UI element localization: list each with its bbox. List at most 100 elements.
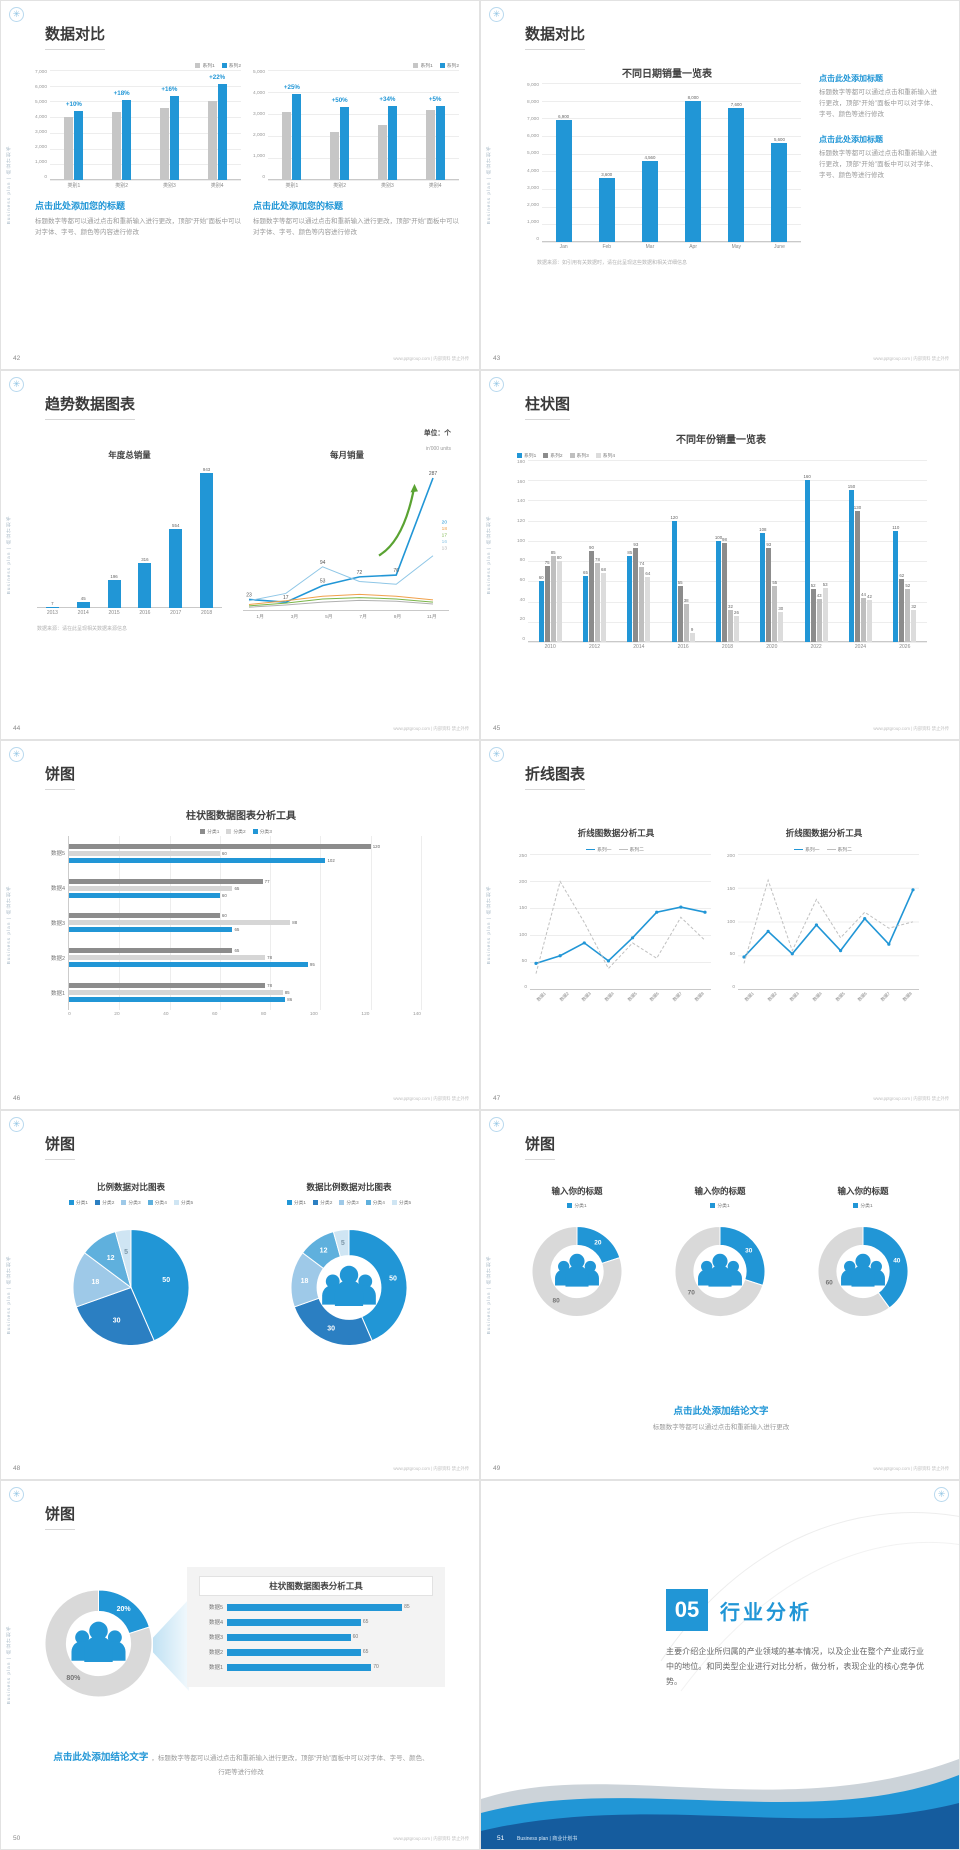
legend-item: 分类5 bbox=[391, 1199, 411, 1206]
slice-label: 50 bbox=[389, 1275, 397, 1282]
slide-45[interactable]: ✳ Business plan | 商业计划书 柱状图 不同年份销量一览表 系列… bbox=[481, 371, 959, 739]
legend-label: 系列1 bbox=[524, 454, 537, 459]
slide-51[interactable]: ✳ 05 行业分析 主要介绍企业所归属的产业领域的基本情况，以及企业在整个产业或… bbox=[481, 1481, 959, 1849]
bars: 100 98 32 26 bbox=[715, 460, 739, 642]
bar-slot: 75 bbox=[544, 460, 550, 642]
bar bbox=[69, 948, 233, 954]
pie-slice bbox=[44, 1589, 153, 1698]
bar-slot: 160 bbox=[803, 460, 811, 642]
bar-group: 196 bbox=[99, 465, 130, 608]
y-tick-label: 150 bbox=[727, 886, 736, 892]
bar bbox=[69, 920, 291, 926]
gridline bbox=[542, 118, 801, 120]
y-tick-label: 6,000 bbox=[527, 134, 540, 140]
slice-label: 18 bbox=[92, 1279, 100, 1286]
bar-track: 65 bbox=[227, 1648, 433, 1656]
panel-bar-row: 数据2 65 bbox=[199, 1648, 433, 1656]
slide-title: 柱状图 bbox=[525, 393, 571, 420]
legend-swatch bbox=[413, 63, 419, 68]
donut-chart: 分类1 40 60 bbox=[797, 1201, 929, 1333]
bars bbox=[112, 70, 132, 180]
bar bbox=[641, 161, 658, 242]
brand-logo-icon: ✳ bbox=[9, 747, 24, 762]
gridline bbox=[542, 189, 801, 190]
x-tick-label: 2015 bbox=[108, 610, 120, 616]
page-number: 43 bbox=[493, 355, 501, 362]
legend-swatch bbox=[173, 1200, 179, 1205]
x-tick-label: Mar bbox=[645, 244, 655, 250]
row-label: 数据2 bbox=[208, 1650, 223, 1656]
y-tick-label: 80 bbox=[519, 558, 526, 564]
slide-47[interactable]: ✳ Business plan | 商业计划书 折线图表 折线图数据分析工具 系… bbox=[481, 741, 959, 1109]
legend-label: 系列一 bbox=[805, 848, 820, 853]
bar-value: 60 bbox=[538, 575, 544, 581]
slide-44[interactable]: ✳ Business plan | 商业计划书 趋势数据图表 单位：个 in'0… bbox=[1, 371, 479, 739]
data-point bbox=[534, 961, 538, 965]
pie-slice bbox=[114, 1228, 132, 1288]
person-head bbox=[701, 1260, 713, 1273]
line-series bbox=[248, 477, 434, 603]
y-tick-label: 5,000 bbox=[35, 100, 48, 105]
bar-value: 32 bbox=[911, 603, 917, 609]
bar-slot: 55 bbox=[677, 460, 683, 642]
bar-group: 100 98 32 26 bbox=[705, 460, 749, 642]
legend-label: 分类1 bbox=[75, 1201, 89, 1206]
section-title: 行业分析 bbox=[720, 1601, 812, 1624]
bars: 110 62 52 32 bbox=[892, 460, 917, 642]
bar bbox=[69, 997, 286, 1003]
person-head bbox=[358, 1274, 373, 1289]
plot-area: 7 45 196 316 554 943 2013 2014 2015 2016 2017 2018 bbox=[37, 465, 222, 617]
page-number: 47 bbox=[493, 1095, 501, 1102]
legend-item: 分类1 bbox=[853, 1202, 873, 1209]
bar-slot: 316 bbox=[138, 465, 152, 608]
bar-value: 120 bbox=[372, 843, 381, 849]
legend-item: 分类2 bbox=[313, 1199, 332, 1206]
slide-title: 饼图 bbox=[525, 1133, 556, 1160]
slide-49[interactable]: ✳ Business plan | 商业计划书 饼图 输入你的标题 分类1 20 8… bbox=[481, 1111, 959, 1479]
y-tick-label: 40 bbox=[519, 597, 526, 603]
bar-value: 42 bbox=[867, 593, 872, 599]
section-block: 05 行业分析 主要介绍企业所归属的产业领域的基本情况，以及企业在整个产业或行业… bbox=[666, 1589, 924, 1690]
x-tick-label: 类别2 bbox=[333, 183, 347, 189]
gridline bbox=[268, 70, 459, 71]
bar-value: 65 bbox=[583, 570, 588, 576]
slide-43[interactable]: ✳ Business plan | 商业计划书 数据对比 不同日期销量一览表 9… bbox=[481, 1, 959, 369]
chart-panel: 比例数据对比图表 分类1 分类2 分类3 分类4 分类5 50 30 18 12 5 bbox=[31, 1181, 231, 1368]
sidebar-vertical-text: Business plan | 商业计划书 bbox=[487, 515, 492, 595]
bar-slot: 85 bbox=[550, 460, 556, 642]
slide-42[interactable]: ✳ Business plan | 商业计划书 数据对比 系列1 系列2 7,000… bbox=[1, 1, 479, 369]
bar-slot: 64 bbox=[645, 460, 651, 642]
bar-slot: 3,600 bbox=[598, 83, 615, 242]
slide-50[interactable]: ✳ Business plan | 商业计划书 饼图 20% 80% 柱状图数据图… bbox=[1, 1481, 479, 1849]
bar-group: 150 130 44 42 bbox=[838, 460, 882, 642]
bar-slot: 53 bbox=[822, 460, 828, 642]
legend-swatch bbox=[618, 848, 628, 851]
bar-value: 60 bbox=[221, 913, 227, 919]
plot-area: 6,900 3,600 4,560 8,000 7,600 5,600 Jan Feb Mar A… bbox=[542, 83, 801, 251]
y-axis: 9,000 8,000 7,000 6,000 5,000 4,000 3,000 2,000… bbox=[527, 83, 542, 251]
chart-legend: 系列1 系列2 bbox=[35, 61, 241, 70]
x-tick-label: 40 bbox=[163, 1012, 169, 1017]
y-axis: 7,000 6,000 5,000 4,000 3,000 2,000 1,000 0 bbox=[35, 70, 50, 189]
y-tick-label: 3,000 bbox=[527, 185, 540, 191]
bar-slot: 130 bbox=[854, 460, 861, 642]
bar-value: 38 bbox=[683, 597, 689, 603]
x-tick-label: 类别4 bbox=[428, 183, 442, 189]
bar-value: 7,600 bbox=[730, 101, 742, 107]
y-tick-label: 5,000 bbox=[253, 70, 266, 75]
bar bbox=[69, 878, 263, 884]
slide-46[interactable]: ✳ Business plan | 商业计划书 饼图 柱状图数据图表分析工具 分… bbox=[1, 741, 479, 1109]
bar-group: 3,600 bbox=[585, 83, 628, 242]
slide-48[interactable]: ✳ Business plan | 商业计划书 饼图 比例数据对比图表 分类1 分… bbox=[1, 1111, 479, 1479]
bar-value: 9 bbox=[690, 626, 694, 632]
page-number: 48 bbox=[13, 1465, 21, 1472]
bar-group: +16% bbox=[146, 70, 194, 180]
slice-label: 5 bbox=[341, 1240, 345, 1247]
x-tick-label: 2022 bbox=[810, 644, 822, 650]
end-label: 16 bbox=[442, 539, 448, 545]
data-point bbox=[838, 949, 843, 953]
bars bbox=[377, 70, 397, 180]
bar-slot bbox=[122, 70, 132, 180]
x-tick-label: 2020 bbox=[766, 644, 778, 650]
annotation-label: +50% bbox=[331, 97, 348, 105]
